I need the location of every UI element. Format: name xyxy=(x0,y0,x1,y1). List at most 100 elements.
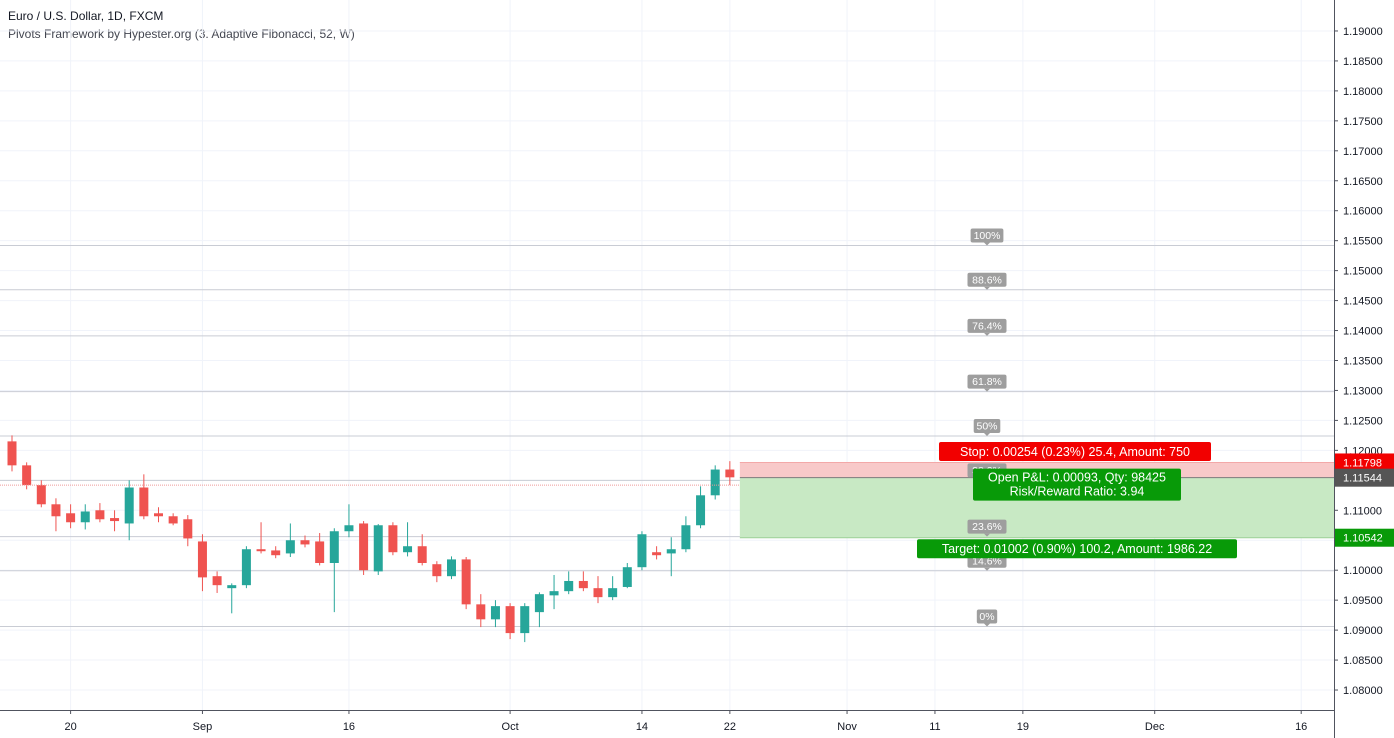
candle xyxy=(637,531,647,571)
pivot-label-text: 50% xyxy=(976,420,997,432)
target-price-badge-bg xyxy=(1335,528,1394,547)
stop-price-badge-bg xyxy=(1335,453,1394,472)
y-tick-label: 1.17500 xyxy=(1343,116,1383,128)
candle-body xyxy=(329,531,339,564)
candle-body xyxy=(725,469,735,478)
candle xyxy=(300,535,310,548)
candle xyxy=(7,435,17,472)
candle-body xyxy=(549,591,559,596)
candle-body xyxy=(197,541,207,578)
pivot-label: 88.6% xyxy=(967,272,1007,290)
x-tick-label: 16 xyxy=(343,721,355,733)
candle xyxy=(183,515,193,547)
pivot-label-bg xyxy=(967,318,1007,333)
price-axis-bg xyxy=(1334,0,1394,738)
candle-body xyxy=(110,518,120,522)
candle xyxy=(564,571,574,595)
candle xyxy=(490,600,500,628)
candle-body xyxy=(505,606,515,634)
x-tick-label: 14 xyxy=(636,721,648,733)
y-tick-label: 1.18500 xyxy=(1343,56,1383,68)
candle xyxy=(696,486,706,529)
pivot-label: 50% xyxy=(973,418,1001,436)
x-tick-label: 22 xyxy=(724,721,736,733)
pnl-badge-bg xyxy=(973,468,1181,501)
candle xyxy=(168,513,178,526)
candle xyxy=(520,603,530,643)
candle xyxy=(461,557,471,610)
y-tick-label: 1.16500 xyxy=(1343,176,1383,188)
candle xyxy=(227,583,237,614)
pivot-label-text: 88.6% xyxy=(972,274,1002,286)
entry-price-badge-bg xyxy=(1335,468,1394,487)
pivot-label-text: 14.6% xyxy=(972,555,1002,567)
pivot-label-text: 76.4% xyxy=(972,320,1002,332)
candle xyxy=(36,480,46,508)
candle xyxy=(622,563,632,589)
stop-price-badge-text: 1.11798 xyxy=(1343,457,1382,469)
time-axis-bg xyxy=(0,710,1334,738)
y-tick-label: 1.14500 xyxy=(1343,296,1383,308)
y-tick-label: 1.08500 xyxy=(1343,655,1383,667)
x-tick-label: 11 xyxy=(929,721,940,733)
candle-body xyxy=(403,546,413,553)
candle-body xyxy=(271,550,281,556)
chart-title: Euro / U.S. Dollar, 1D, FXCM xyxy=(8,9,164,23)
y-tick-label: 1.15000 xyxy=(1343,266,1383,278)
candle-body xyxy=(95,510,105,520)
candle xyxy=(725,461,735,486)
y-tick-label: 1.09000 xyxy=(1343,625,1383,637)
candle-body xyxy=(51,504,61,517)
candle-body xyxy=(227,585,237,589)
candle-body xyxy=(7,441,17,466)
candle-body xyxy=(300,540,310,545)
pivot-label-pointer xyxy=(984,332,990,336)
candle xyxy=(95,503,105,523)
candle-body xyxy=(154,513,163,517)
candle xyxy=(681,516,691,553)
y-tick-label: 1.09500 xyxy=(1343,595,1383,607)
candle-body xyxy=(608,588,618,598)
candle xyxy=(197,534,207,592)
candle xyxy=(476,594,486,628)
candle xyxy=(534,592,544,628)
candle xyxy=(66,504,76,529)
y-tick-label: 1.13000 xyxy=(1343,385,1383,397)
pivot-label-pointer xyxy=(984,388,990,392)
candle-body xyxy=(476,604,486,620)
candle xyxy=(344,504,354,538)
candle-body xyxy=(359,523,369,571)
pivot-label-text: 0% xyxy=(979,611,994,623)
entry-price-badge-text: 1.11544 xyxy=(1343,473,1382,485)
y-tick-label: 1.11000 xyxy=(1343,505,1382,517)
y-tick-label: 1.08000 xyxy=(1343,685,1383,697)
candle-body xyxy=(490,606,500,620)
pivot-label-bg xyxy=(967,272,1007,287)
candle-body xyxy=(66,513,76,523)
candle xyxy=(80,504,90,530)
candle-body xyxy=(534,594,544,613)
x-tick-label: 16 xyxy=(1295,721,1307,733)
candle-body xyxy=(417,546,427,564)
candle xyxy=(388,522,398,556)
pivot-label-bg xyxy=(973,418,1001,433)
candle xyxy=(285,523,295,558)
y-tick-label: 1.18000 xyxy=(1343,86,1383,98)
pivot-label-pointer xyxy=(984,623,990,627)
candle xyxy=(329,528,339,613)
candle xyxy=(710,465,720,500)
pivot-label-bg xyxy=(976,609,998,624)
candle-body xyxy=(622,567,632,587)
pnl-text: Open P&L: 0.00093, Qty: 98425 xyxy=(988,471,1166,485)
candle-body xyxy=(241,549,251,586)
x-tick-label: Sep xyxy=(193,721,213,733)
candle-body xyxy=(666,549,676,554)
candle-body xyxy=(22,465,32,486)
candle-body xyxy=(373,525,383,572)
y-tick-label: 1.12500 xyxy=(1343,415,1383,427)
candle xyxy=(359,521,369,575)
x-tick-label: Dec xyxy=(1145,721,1165,733)
candle xyxy=(139,474,149,520)
target-price-badge-text: 1.10542 xyxy=(1343,533,1383,545)
